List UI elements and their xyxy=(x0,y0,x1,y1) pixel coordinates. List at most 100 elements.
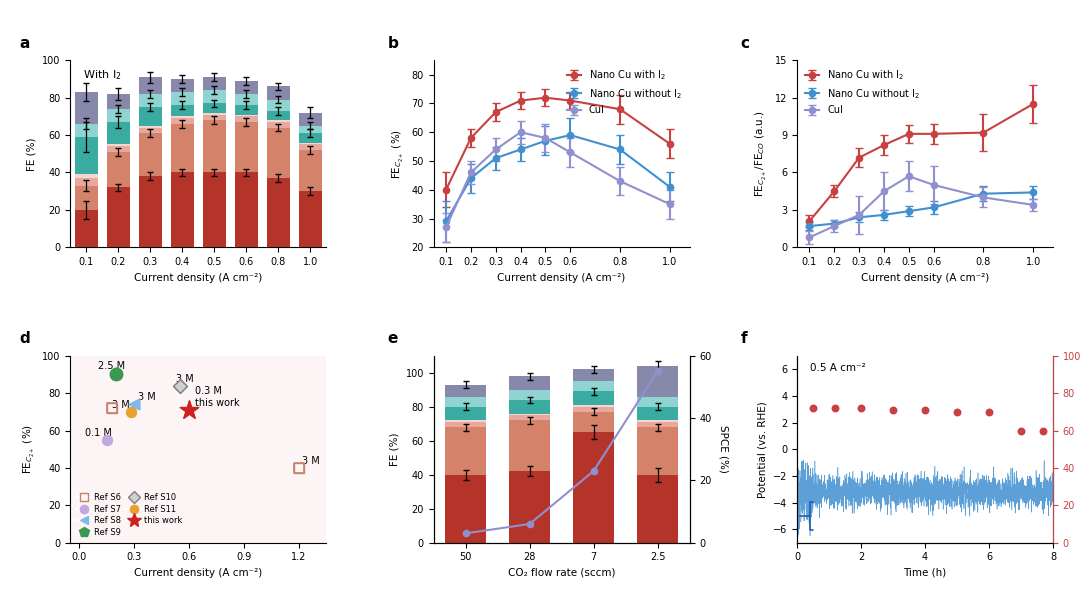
Point xyxy=(827,403,845,413)
Bar xyxy=(445,406,486,420)
Text: b: b xyxy=(388,36,399,51)
Y-axis label: FE$_{C_{2+}}$/FE$_{CO}$ (a.u.): FE$_{C_{2+}}$/FE$_{CO}$ (a.u.) xyxy=(754,110,769,197)
Bar xyxy=(445,420,486,422)
Bar xyxy=(445,385,486,397)
Bar xyxy=(203,113,226,115)
Bar xyxy=(171,116,193,118)
Bar xyxy=(171,118,193,124)
Bar xyxy=(299,191,322,247)
Bar xyxy=(299,113,322,126)
X-axis label: Time (h): Time (h) xyxy=(903,568,947,578)
Bar xyxy=(267,120,289,122)
Bar xyxy=(75,186,97,210)
Point xyxy=(172,381,189,391)
Point xyxy=(180,405,198,415)
Bar xyxy=(572,381,615,391)
Point xyxy=(1012,426,1029,435)
Bar xyxy=(509,376,551,390)
Bar xyxy=(234,122,258,172)
Text: 2.5 M: 2.5 M xyxy=(97,361,125,371)
Point xyxy=(805,403,822,413)
Bar xyxy=(299,133,322,142)
X-axis label: CO₂ flow rate (sccm): CO₂ flow rate (sccm) xyxy=(508,568,616,578)
Y-axis label: FE (%): FE (%) xyxy=(27,137,37,171)
Bar xyxy=(267,128,289,178)
Bar xyxy=(637,397,678,406)
Text: With I$_2$: With I$_2$ xyxy=(83,68,122,81)
Bar xyxy=(234,172,258,247)
Text: 3 M: 3 M xyxy=(138,393,156,402)
Bar xyxy=(445,427,486,475)
Bar xyxy=(203,172,226,247)
Bar xyxy=(637,475,678,543)
Bar xyxy=(171,124,193,172)
Bar xyxy=(75,178,97,186)
Bar xyxy=(267,86,289,99)
Bar xyxy=(445,397,486,406)
Y-axis label: FE$_{C_{2+}}$ (%): FE$_{C_{2+}}$ (%) xyxy=(391,129,406,178)
X-axis label: Current density (A cm⁻²): Current density (A cm⁻²) xyxy=(134,568,262,578)
Bar xyxy=(299,150,322,191)
Text: a: a xyxy=(19,36,29,51)
Text: e: e xyxy=(388,332,397,346)
Point xyxy=(852,403,869,413)
Point xyxy=(125,400,143,409)
Bar xyxy=(75,210,97,247)
Bar xyxy=(107,152,130,188)
Bar xyxy=(203,77,226,90)
Text: c: c xyxy=(741,36,750,51)
Y-axis label: Potential (vs. RHE): Potential (vs. RHE) xyxy=(757,401,768,497)
Bar xyxy=(138,128,162,133)
Point xyxy=(104,403,121,413)
Legend: Nano Cu with I$_2$, Nano Cu without I$_2$, CuI: Nano Cu with I$_2$, Nano Cu without I$_2… xyxy=(802,65,923,118)
Bar xyxy=(138,77,162,94)
Bar xyxy=(107,147,130,152)
Bar xyxy=(234,116,258,122)
Bar xyxy=(299,126,322,133)
Bar xyxy=(572,412,615,432)
Text: 0.3 M
this work: 0.3 M this work xyxy=(194,387,239,408)
Bar xyxy=(107,94,130,109)
Bar xyxy=(171,105,193,116)
Point xyxy=(98,435,116,444)
Bar xyxy=(509,472,551,543)
Point xyxy=(180,405,198,415)
Bar xyxy=(171,79,193,92)
Bar xyxy=(637,406,678,420)
Bar xyxy=(75,92,97,124)
Legend: Nano Cu with I$_2$, Nano Cu without I$_2$, CuI: Nano Cu with I$_2$, Nano Cu without I$_2… xyxy=(564,65,685,118)
Bar xyxy=(75,137,97,174)
Bar xyxy=(572,369,615,381)
Bar xyxy=(509,390,551,400)
Bar xyxy=(138,176,162,247)
Bar xyxy=(509,400,551,414)
Bar xyxy=(637,422,678,427)
Bar xyxy=(107,145,130,147)
Legend: Ref S6, Ref S7, Ref S8, Ref S9, Ref S10, Ref S11, this work: Ref S6, Ref S7, Ref S8, Ref S9, Ref S10,… xyxy=(75,491,184,538)
Y-axis label: FE$_{C_{2+}}$ (%): FE$_{C_{2+}}$ (%) xyxy=(22,425,37,474)
Bar xyxy=(445,475,486,543)
Bar xyxy=(203,103,226,113)
Text: f: f xyxy=(741,332,747,346)
Point xyxy=(917,405,934,415)
Text: 3 M: 3 M xyxy=(112,400,130,410)
Bar xyxy=(75,124,97,137)
Text: 3 M: 3 M xyxy=(302,456,320,466)
Bar xyxy=(509,415,551,420)
Bar xyxy=(267,122,289,128)
Point xyxy=(107,370,124,379)
Point xyxy=(125,400,143,409)
Point xyxy=(291,463,308,473)
Bar xyxy=(203,120,226,172)
Point xyxy=(885,405,902,415)
Point xyxy=(98,435,116,444)
Point xyxy=(981,407,998,417)
Bar xyxy=(572,391,615,405)
Bar xyxy=(299,142,322,145)
Text: 0.5 A cm⁻²: 0.5 A cm⁻² xyxy=(810,363,865,373)
Text: d: d xyxy=(19,332,30,346)
Bar xyxy=(509,420,551,472)
Bar xyxy=(171,172,193,247)
Bar xyxy=(445,422,486,427)
Point xyxy=(104,403,121,413)
